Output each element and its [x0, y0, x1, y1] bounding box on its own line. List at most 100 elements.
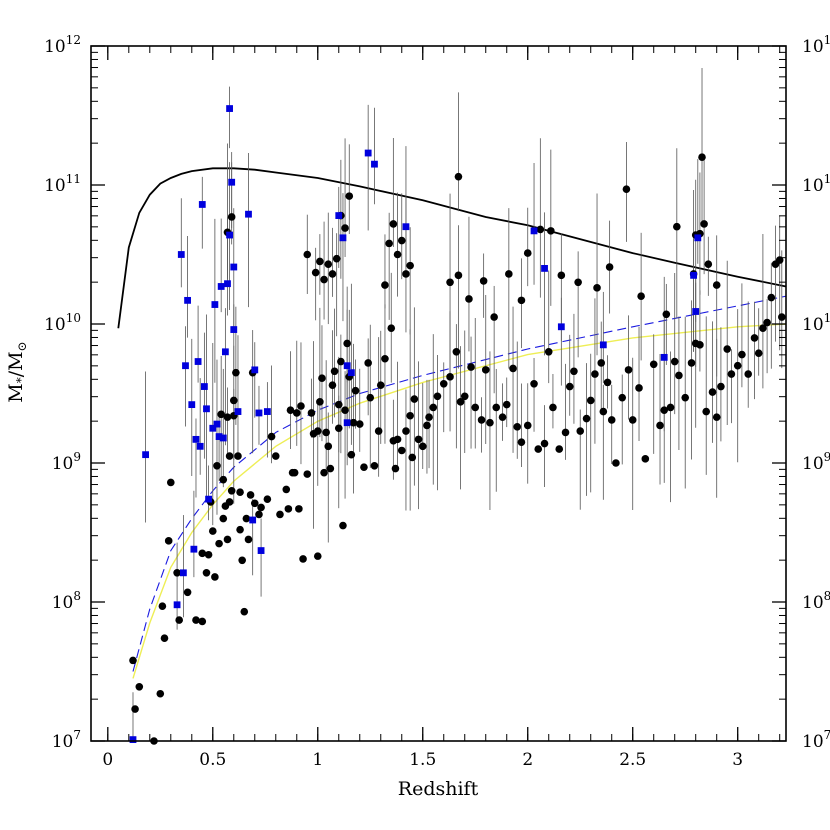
black-circle-point: [477, 416, 486, 424]
black-circle-point: [593, 284, 601, 292]
black-circle-point: [316, 257, 324, 266]
black-circle-point: [446, 373, 454, 381]
black-circle-point: [759, 324, 767, 332]
black-circle-point: [547, 227, 555, 235]
black-circle-point: [744, 370, 753, 378]
blue-square-point: [224, 280, 231, 288]
black-circle-point: [733, 361, 742, 370]
x-tick-label: 2.5: [619, 750, 646, 770]
black-circle-point: [662, 310, 671, 319]
blue-square-point: [179, 569, 187, 577]
black-circle-point: [225, 498, 234, 506]
black-circle-point: [322, 428, 330, 437]
blue-square-point: [541, 265, 548, 272]
black-circle-point: [481, 366, 490, 374]
black-circle-point: [211, 573, 219, 581]
blue-square-point: [173, 601, 181, 609]
black-circle-point: [423, 421, 431, 430]
x-tick-label: 2: [522, 750, 533, 770]
black-circle-point: [236, 488, 244, 496]
black-circle-point: [343, 339, 351, 348]
blue-square-point: [196, 442, 204, 450]
black-circle-point: [628, 416, 637, 424]
black-circle-point: [242, 514, 251, 523]
black-circle-point: [217, 410, 225, 419]
black-circle-point: [763, 318, 771, 327]
black-circle-point: [540, 439, 549, 448]
black-circle-point: [385, 239, 393, 248]
black-circle-point: [366, 393, 375, 402]
black-circle-point: [698, 153, 706, 161]
black-circle-point: [641, 455, 650, 463]
black-circle-point: [612, 459, 620, 467]
black-circle-point: [232, 368, 240, 377]
data-points: [129, 105, 786, 745]
blue-square-point: [694, 234, 702, 242]
black-circle-point: [586, 396, 595, 405]
black-circle-point: [389, 220, 398, 228]
blue-square-point: [217, 283, 225, 290]
black-circle-point: [397, 446, 406, 455]
black-circle-point: [276, 510, 284, 519]
black-circle-point: [334, 424, 343, 433]
black-circle-point: [250, 499, 259, 508]
blue-square-point: [142, 451, 149, 459]
black-circle-point: [364, 359, 372, 367]
blue-square-point: [230, 263, 238, 271]
black-circle-point: [227, 213, 236, 221]
black-circle-point: [295, 505, 303, 513]
black-circle-point: [236, 525, 244, 534]
black-circle-point: [320, 468, 328, 477]
black-circle-point: [454, 172, 463, 181]
black-circle-point: [696, 341, 704, 349]
black-circle-point: [446, 278, 454, 287]
black-circle-point: [341, 224, 349, 232]
black-circle-point: [360, 463, 368, 471]
black-circle-point: [505, 270, 513, 278]
black-circle-point: [460, 392, 469, 401]
black-circle-point: [723, 345, 732, 353]
black-circle-point: [223, 413, 232, 421]
black-circle-point: [158, 602, 167, 610]
black-circle-point: [387, 324, 396, 332]
y-title-sub: ⊙: [15, 341, 29, 351]
black-circle-point: [486, 418, 494, 427]
blue-square-point: [234, 408, 242, 415]
black-circle-point: [675, 371, 683, 380]
black-circle-point: [328, 270, 337, 278]
black-circle-point: [164, 537, 173, 545]
black-circle-point: [618, 393, 627, 402]
black-circle-point: [129, 656, 137, 665]
black-circle-point: [267, 432, 276, 441]
blue-square-point: [213, 420, 221, 428]
blue-square-point: [255, 409, 263, 417]
black-circle-point: [316, 398, 324, 406]
blue-square-point: [194, 358, 202, 365]
black-circle-point: [324, 260, 333, 269]
black-circle-point: [284, 505, 293, 513]
blue-square-point: [184, 296, 191, 304]
black-circle-point: [702, 407, 711, 416]
black-circle-point: [227, 487, 236, 495]
black-circle-point: [406, 261, 414, 270]
black-circle-point: [570, 367, 578, 376]
black-circle-point: [215, 539, 223, 548]
blue-square-point: [263, 408, 271, 415]
black-circle-point: [597, 359, 606, 367]
black-circle-point: [523, 421, 532, 430]
x-tick-label: 3: [732, 750, 743, 770]
blue-square-point: [347, 369, 355, 377]
black-circle-point: [339, 521, 347, 530]
black-circle-point: [213, 461, 221, 470]
y-tick-label-right: 1010: [802, 311, 830, 335]
black-circle-point: [498, 413, 507, 421]
black-circle-point: [303, 250, 312, 259]
black-circle-point: [622, 185, 631, 193]
black-circle-point: [297, 402, 305, 410]
black-circle-point: [223, 535, 232, 544]
black-circle-point: [549, 403, 557, 412]
black-circle-point: [517, 438, 526, 446]
blue-square-point: [182, 362, 189, 370]
black-circle-point: [637, 292, 645, 301]
black-circle-point: [318, 374, 326, 383]
